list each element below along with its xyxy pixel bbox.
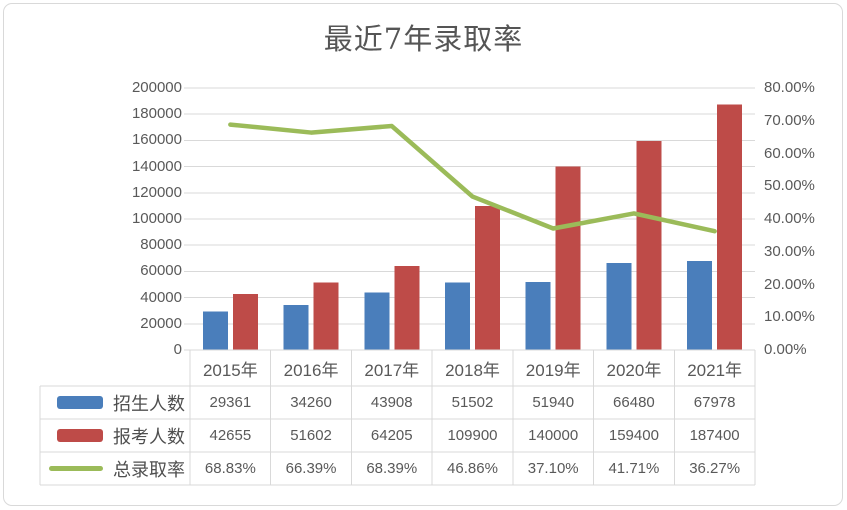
bar-enrollment-2021年	[687, 260, 713, 350]
bar-enrollment-2016年	[283, 305, 309, 350]
chart-title: 最近7年录取率	[323, 22, 524, 56]
line-admission-rate	[228, 122, 717, 234]
bar-enrollment-2015年	[202, 311, 228, 350]
bar-applicants-2021年	[717, 104, 743, 350]
bar-applicants-2017年	[394, 265, 420, 350]
bars-group-applicants	[232, 104, 743, 350]
bars-group-enrollment	[202, 260, 713, 350]
bar-applicants-2020年	[636, 141, 662, 350]
bar-enrollment-2020年	[606, 262, 632, 350]
bar-applicants-2019年	[555, 166, 581, 350]
bar-applicants-2016年	[313, 282, 339, 350]
bar-applicants-2015年	[232, 294, 258, 350]
bar-enrollment-2019年	[525, 281, 551, 350]
table-borders-group	[39, 349, 756, 486]
bar-applicants-2018年	[475, 206, 500, 350]
bar-enrollment-2017年	[364, 292, 390, 350]
bar-enrollment-2018年	[445, 282, 470, 350]
